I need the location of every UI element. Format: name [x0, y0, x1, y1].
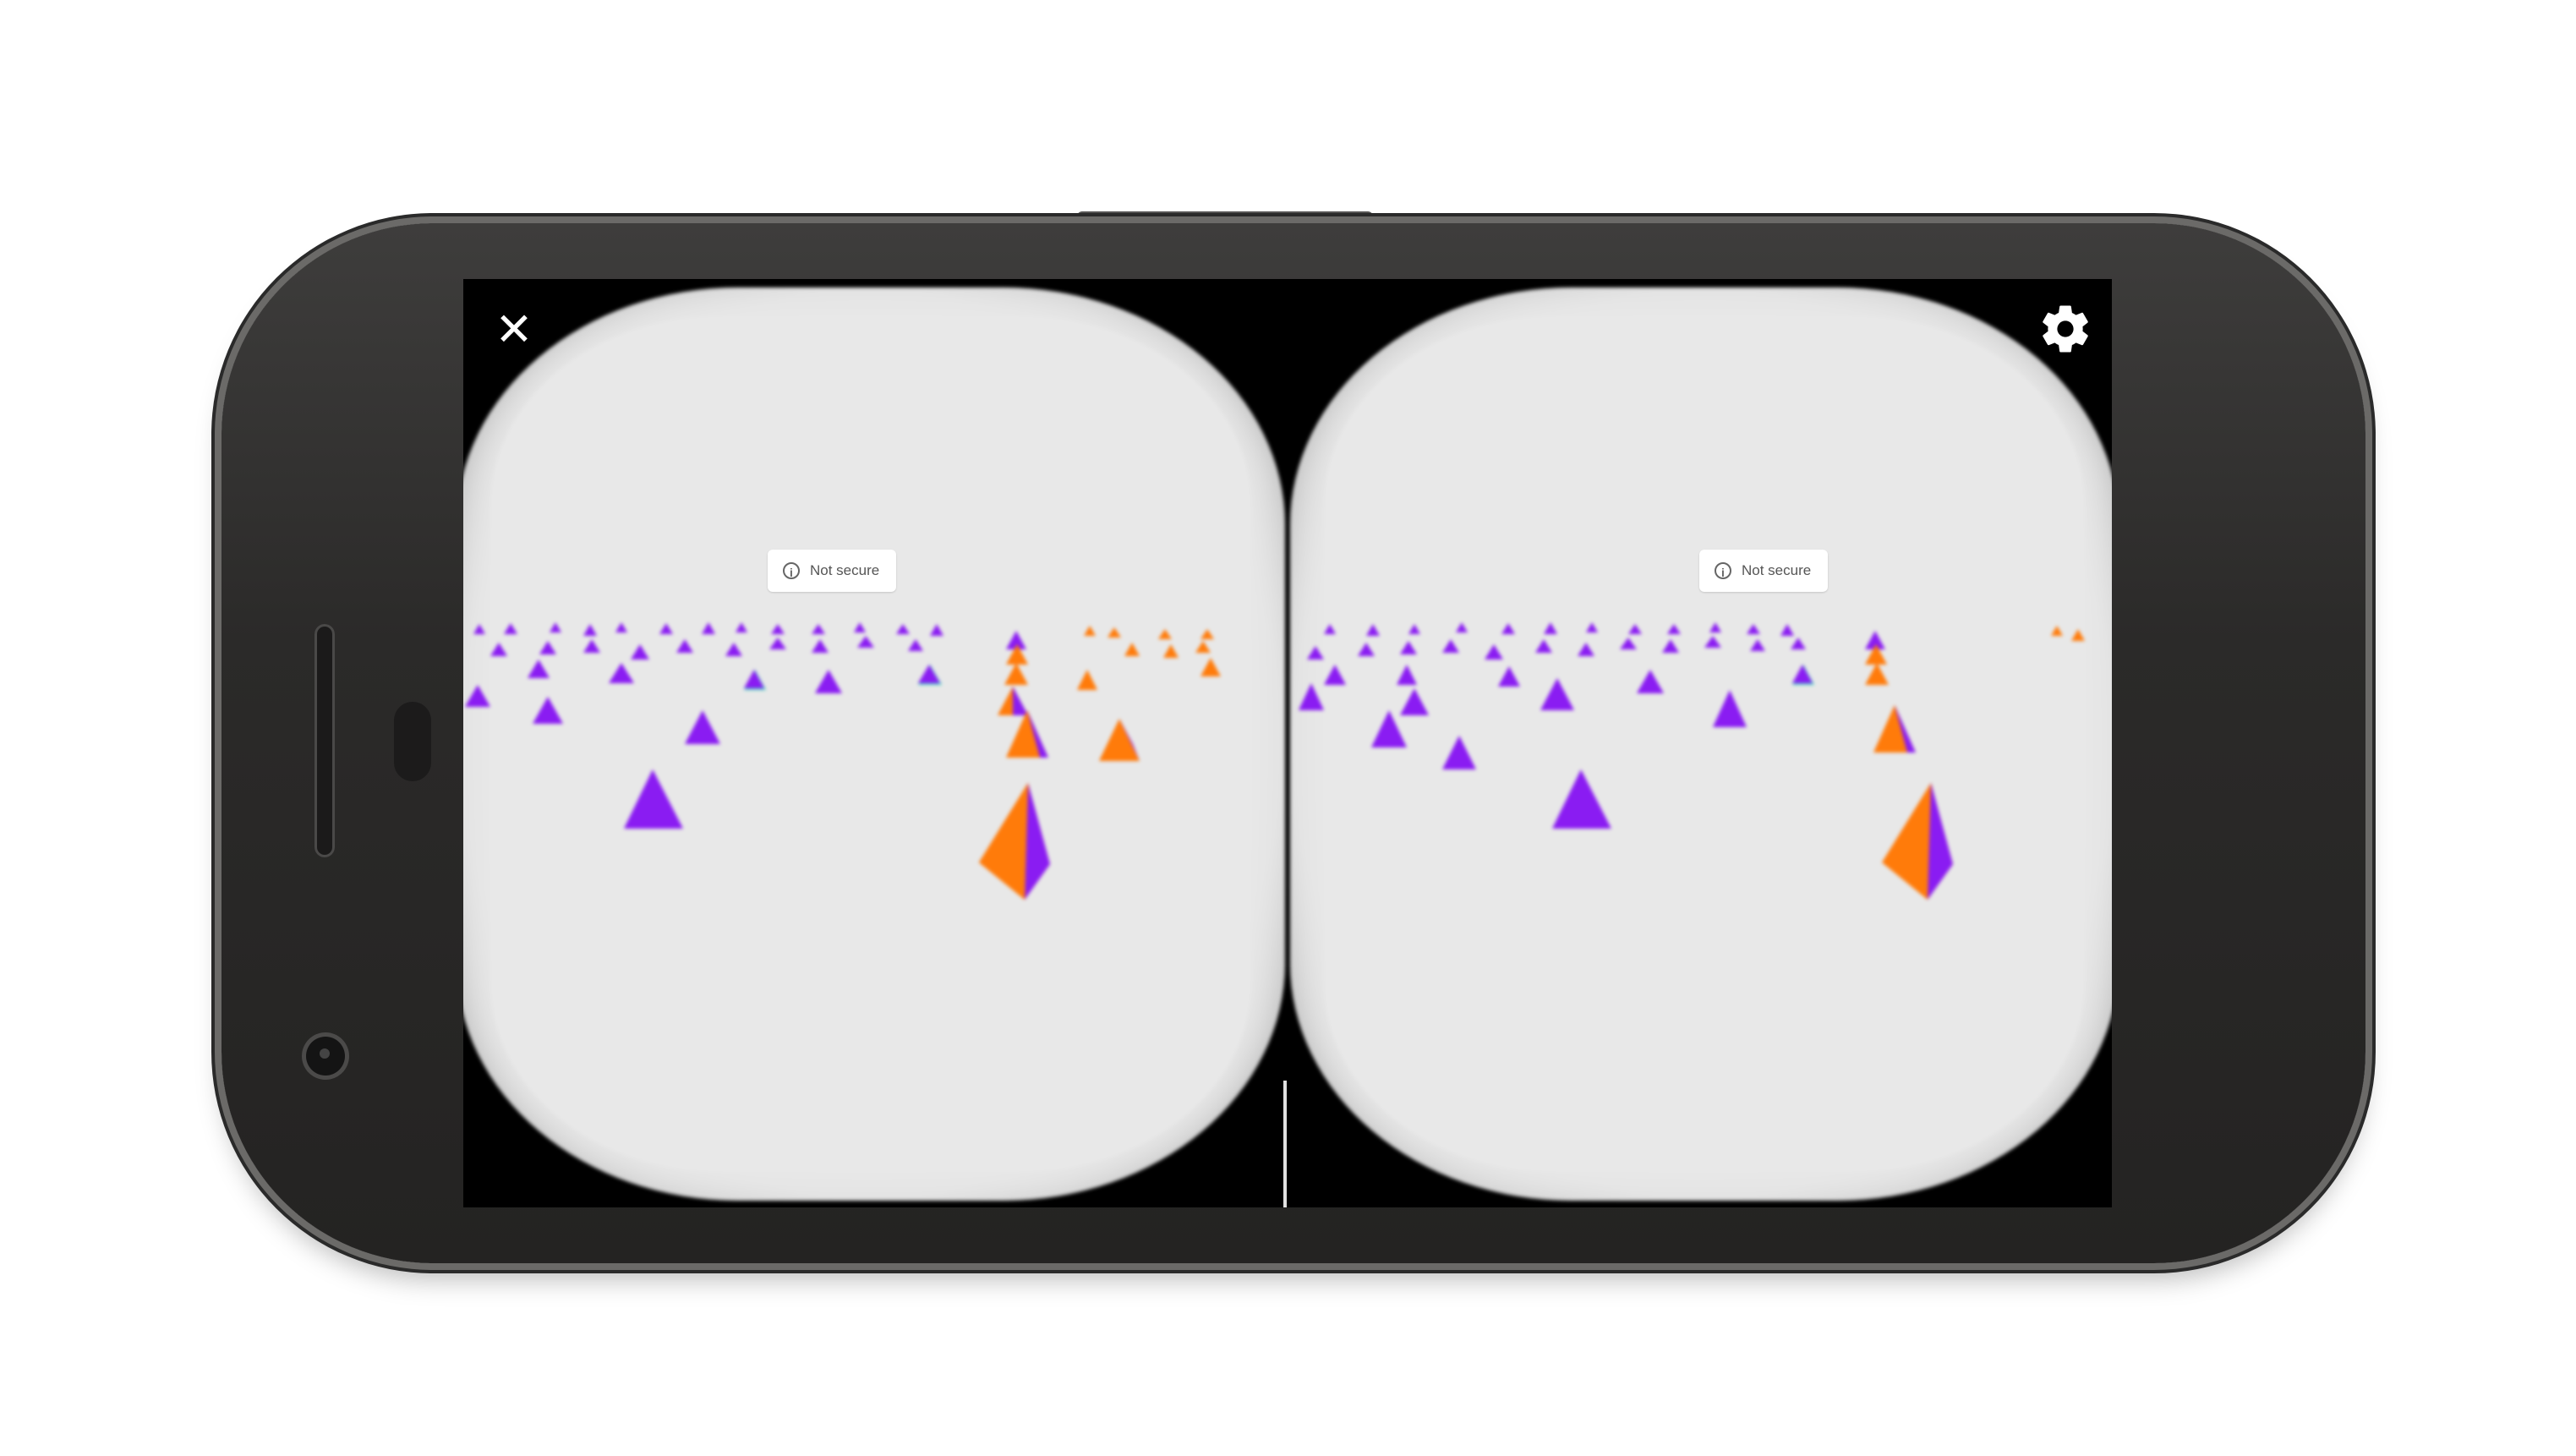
left-eye-scene — [465, 622, 1221, 900]
info-icon: i — [1715, 562, 1731, 579]
gear-icon — [2043, 305, 2088, 353]
viewer-center-divider — [1283, 1081, 1287, 1207]
right-eye-scene — [1299, 622, 2085, 900]
right-eye-view — [1290, 287, 2112, 1201]
earpiece-speaker — [314, 624, 335, 857]
left-security-chip[interactable]: i Not secure — [768, 550, 897, 592]
info-icon: i — [783, 562, 800, 579]
security-label: Not secure — [1742, 562, 1812, 578]
settings-button[interactable] — [2037, 301, 2093, 357]
left-eye-view — [463, 287, 1285, 1201]
security-label: Not secure — [810, 562, 880, 578]
proximity-sensor — [394, 702, 431, 781]
vr-screen: ✕ i Not secure i Not secure — [463, 279, 2112, 1207]
power-button — [1077, 211, 1373, 227]
close-button[interactable]: ✕ — [489, 304, 539, 355]
pyramid-field — [465, 622, 1221, 900]
right-security-chip[interactable]: i Not secure — [1699, 550, 1829, 592]
front-camera — [306, 1037, 345, 1076]
close-icon: ✕ — [495, 304, 533, 355]
pyramid-field — [1299, 622, 2085, 900]
